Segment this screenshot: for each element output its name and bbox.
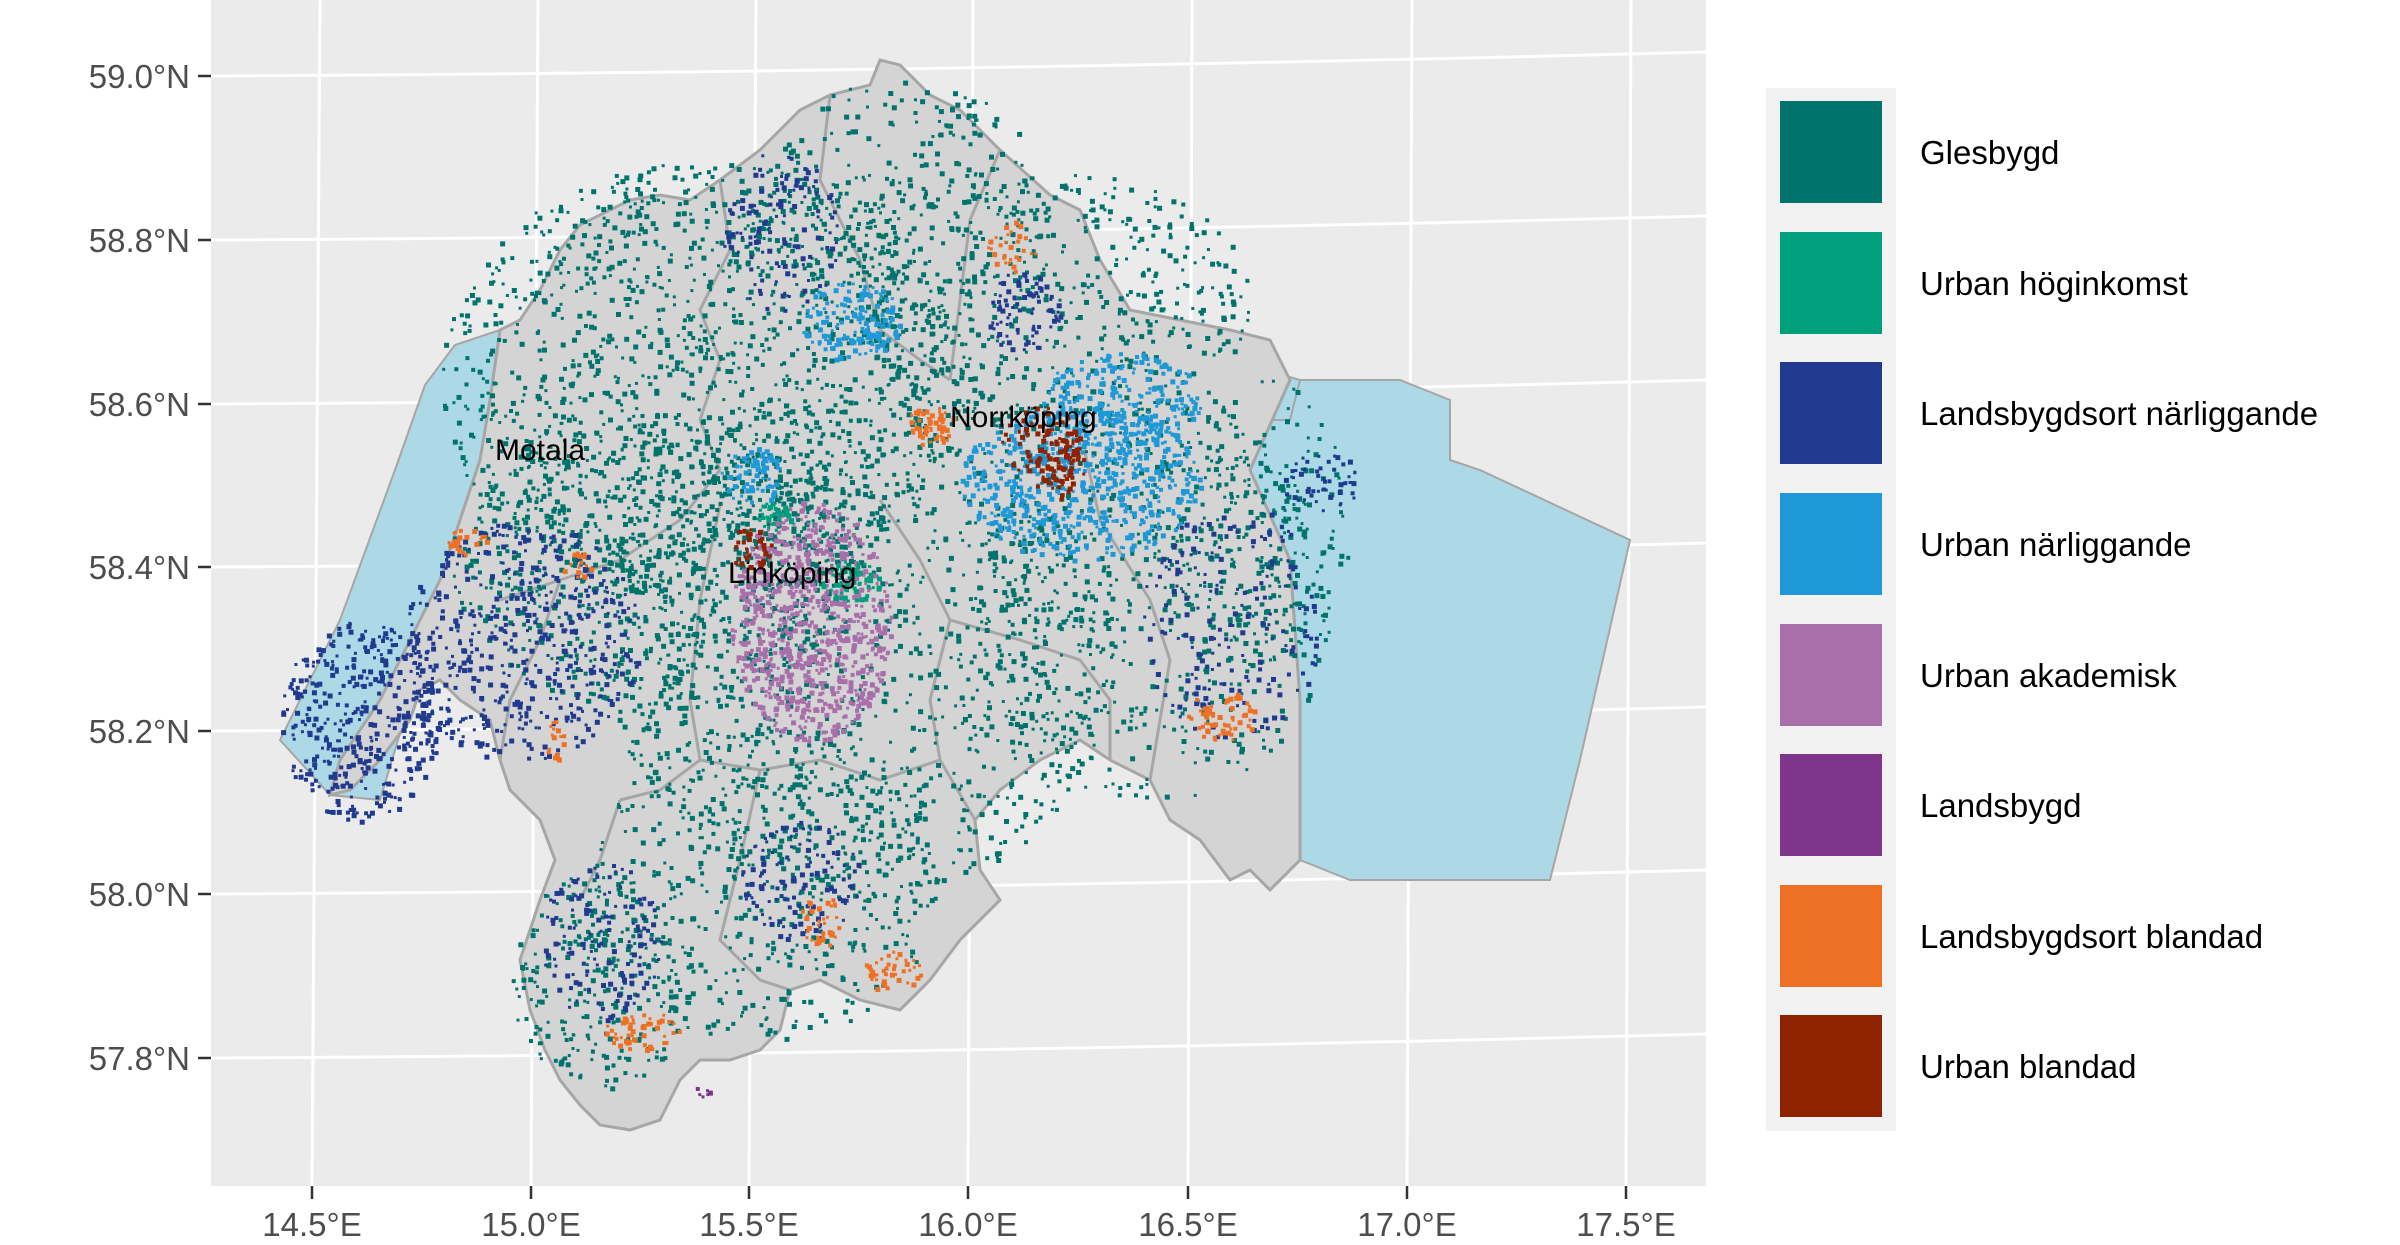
y-tick-58-2: 58.2°N xyxy=(89,713,211,750)
x-tick-label: 17.5°E xyxy=(1576,1206,1675,1243)
legend: Glesbygd Urban höginkomst Landsbygdsort … xyxy=(1766,88,2318,1131)
legend-label: Urban akademisk xyxy=(1920,657,2177,694)
y-tick-59-0: 59.0°N xyxy=(89,58,211,95)
legend-item-urban-blandad: Urban blandad xyxy=(1780,1015,2137,1117)
x-tick-16-0: 16.0°E xyxy=(918,1186,1018,1243)
y-tick-58-0: 58.0°N xyxy=(89,876,211,913)
legend-item-landsbygdsort-narliggande: Landsbygdsort närliggande xyxy=(1780,362,2318,464)
y-tick-label: 58.6°N xyxy=(89,386,190,423)
parallel-59-0 xyxy=(211,50,1706,78)
legend-item-urban-hoginkomst: Urban höginkomst xyxy=(1780,232,2188,334)
legend-swatch xyxy=(1780,362,1882,464)
x-tick-15-0: 15.0°E xyxy=(481,1186,581,1243)
x-tick-14-5: 14.5°E xyxy=(262,1186,362,1243)
legend-swatch xyxy=(1780,624,1882,726)
city-label-linkoping: Linköping xyxy=(728,557,856,590)
legend-swatch xyxy=(1780,101,1882,203)
y-tick-57-8: 57.8°N xyxy=(89,1040,211,1077)
legend-label: Landsbygdsort närliggande xyxy=(1920,395,2318,432)
legend-item-urban-akademisk: Urban akademisk xyxy=(1780,624,2177,726)
y-tick-label: 59.0°N xyxy=(89,58,190,95)
legend-label: Landsbygdsort blandad xyxy=(1920,918,2263,955)
x-tick-label: 14.5°E xyxy=(262,1206,361,1243)
legend-label: Urban blandad xyxy=(1920,1048,2137,1085)
y-tick-58-8: 58.8°N xyxy=(89,222,211,259)
city-label-motala: Motala xyxy=(495,434,585,467)
x-tick-label: 15.0°E xyxy=(481,1206,580,1243)
city-labels: Motala Norrköping Linköping xyxy=(495,401,1097,590)
y-axis: 59.0°N 58.8°N 58.6°N 58.4°N 58.2°N 58.0°… xyxy=(89,58,211,1077)
y-tick-label: 57.8°N xyxy=(89,1040,190,1077)
x-tick-15-5: 15.5°E xyxy=(699,1186,799,1243)
legend-item-landsbygdsort-blandad: Landsbygdsort blandad xyxy=(1780,885,2263,987)
legend-swatch xyxy=(1780,232,1882,334)
legend-swatch xyxy=(1780,493,1882,595)
legend-label: Urban höginkomst xyxy=(1920,265,2188,302)
x-axis: 14.5°E 15.0°E 15.5°E 16.0°E 16.5°E 17.0°… xyxy=(262,1186,1676,1243)
y-tick-58-4: 58.4°N xyxy=(89,549,211,586)
parallel-57-8 xyxy=(211,1032,1706,1060)
city-label-norrkoping: Norrköping xyxy=(950,401,1097,434)
meridian-14-5 xyxy=(310,0,322,1186)
x-tick-17-0: 17.0°E xyxy=(1357,1186,1457,1243)
legend-label: Landsbygd xyxy=(1920,787,2081,824)
legend-item-glesbygd: Glesbygd xyxy=(1780,101,2059,203)
meridian-17-5 xyxy=(1624,0,1633,1186)
y-tick-label: 58.4°N xyxy=(89,549,190,586)
y-tick-label: 58.2°N xyxy=(89,713,190,750)
x-tick-17-5: 17.5°E xyxy=(1576,1186,1676,1243)
legend-item-landsbygd: Landsbygd xyxy=(1780,754,2081,856)
y-tick-label: 58.8°N xyxy=(89,222,190,259)
x-tick-16-5: 16.5°E xyxy=(1138,1186,1238,1243)
legend-swatch xyxy=(1780,754,1882,856)
legend-swatch xyxy=(1780,1015,1882,1117)
x-tick-label: 15.5°E xyxy=(699,1206,798,1243)
y-tick-label: 58.0°N xyxy=(89,876,190,913)
x-tick-label: 16.0°E xyxy=(918,1206,1017,1243)
legend-label: Urban närliggande xyxy=(1920,526,2192,563)
x-tick-label: 16.5°E xyxy=(1138,1206,1237,1243)
map-clip-area: Motala Norrköping Linköping xyxy=(211,0,1706,1186)
legend-item-urban-narliggande: Urban närliggande xyxy=(1780,493,2192,595)
legend-label: Glesbygd xyxy=(1920,134,2059,171)
y-tick-58-6: 58.6°N xyxy=(89,386,211,423)
classification-pixels xyxy=(281,80,1357,1099)
legend-swatch xyxy=(1780,885,1882,987)
x-tick-label: 17.0°E xyxy=(1357,1206,1456,1243)
